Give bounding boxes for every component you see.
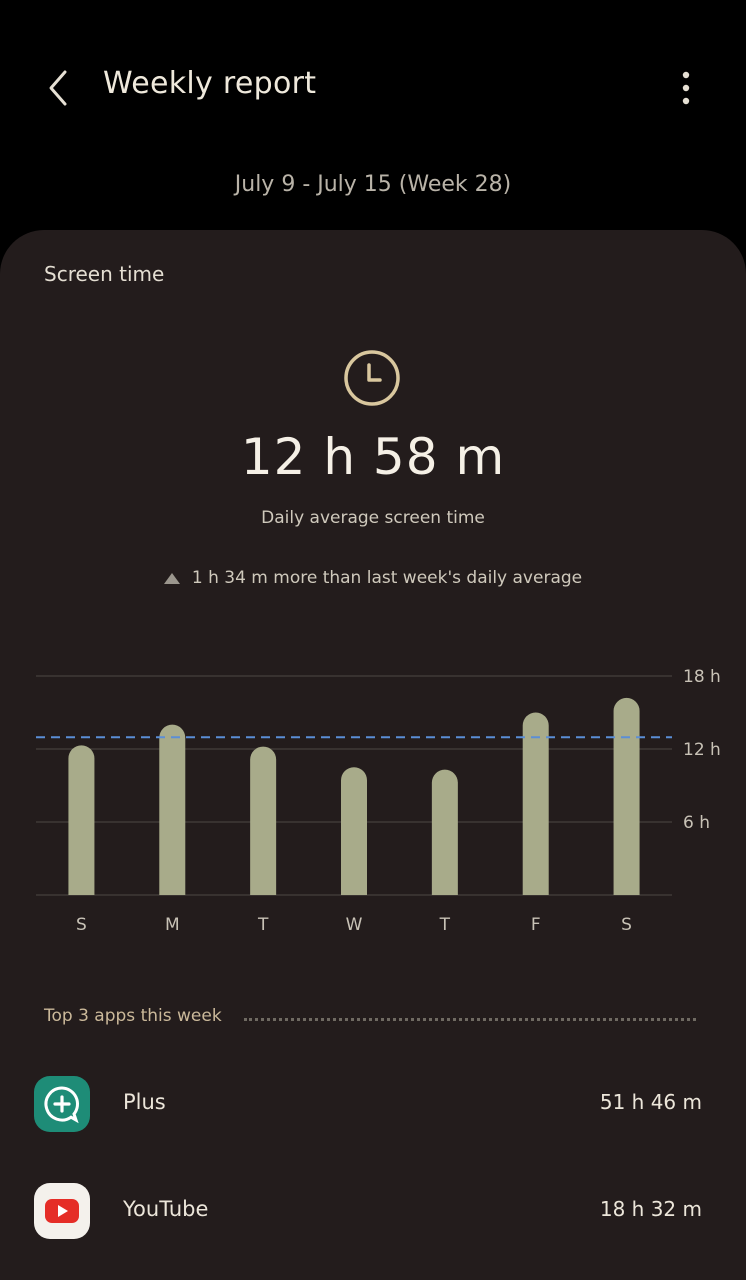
app-row-youtube[interactable]: YouTube 18 h 32 m [0, 1167, 746, 1257]
youtube-play-icon [34, 1183, 90, 1239]
chart-bar [159, 724, 186, 895]
x-tick-label: S [76, 915, 87, 935]
top-apps-title: Top 3 apps this week [44, 1006, 222, 1026]
app-name: YouTube [123, 1197, 209, 1221]
x-tick-label: W [346, 915, 363, 935]
screen-time-card: Screen time 12 h 58 m Daily average scre… [0, 230, 746, 1280]
comparison-text: 1 h 34 m more than last week's daily ave… [191, 568, 583, 588]
more-vertical-icon [682, 71, 690, 105]
x-tick-label: M [165, 915, 180, 935]
section-title: Screen time [44, 262, 165, 286]
chart-bar [68, 745, 95, 895]
screen-time-chart[interactable]: 6 h 12 h 18 h S M T W T F S [0, 640, 746, 950]
app-row-plus[interactable]: Plus 51 h 46 m [0, 1060, 746, 1150]
page-title: Weekly report [103, 66, 317, 101]
clock-icon [344, 350, 400, 406]
chevron-left-icon [49, 70, 67, 106]
app-usage-time: 51 h 46 m [599, 1090, 702, 1114]
up-triangle-icon [163, 572, 180, 584]
x-tick-label: T [439, 915, 451, 935]
x-tick-label: T [257, 915, 269, 935]
app-usage-time: 18 h 32 m [599, 1197, 702, 1221]
chart-bar [341, 767, 367, 895]
chart-bar [522, 712, 549, 895]
plus-chat-icon [34, 1076, 90, 1132]
date-range: July 9 - July 15 (Week 28) [234, 172, 512, 197]
chart-bar [431, 769, 458, 895]
y-tick-label: 6 h [683, 813, 710, 833]
dotted-divider [244, 1018, 696, 1021]
more-options-button[interactable] [664, 62, 708, 114]
daily-average-label: Daily average screen time [261, 508, 485, 528]
screen-time-total: 12 h 58 m [240, 428, 506, 486]
back-button[interactable] [30, 58, 86, 118]
app-name: Plus [123, 1090, 166, 1114]
chart-bar [613, 697, 640, 895]
chart-bar [250, 746, 277, 895]
y-tick-label: 18 h [683, 667, 721, 687]
y-tick-label: 12 h [683, 740, 721, 760]
weekly-comparison: 1 h 34 m more than last week's daily ave… [0, 568, 746, 588]
x-tick-label: F [531, 915, 541, 935]
x-tick-label: S [621, 915, 632, 935]
